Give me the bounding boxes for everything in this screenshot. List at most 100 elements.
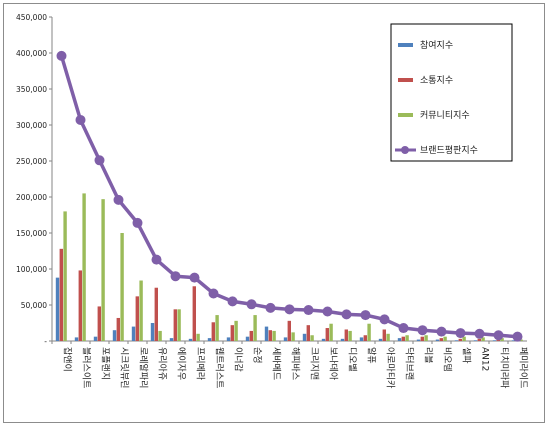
- bar-2: [173, 309, 177, 341]
- bar-1: [511, 340, 516, 341]
- y-tick-label: 200,000: [16, 193, 47, 202]
- bar-2: [458, 338, 462, 341]
- bar-2: [268, 330, 272, 341]
- bar-2: [59, 248, 63, 341]
- bar-1: [321, 338, 326, 341]
- legend-marker: [401, 146, 409, 154]
- line-marker: [151, 254, 162, 265]
- line-marker: [170, 271, 181, 282]
- bar-3: [367, 323, 371, 341]
- bar-2: [135, 296, 139, 341]
- bar-3: [177, 309, 181, 341]
- bar-3: [500, 338, 504, 341]
- y-tick-label: 100,000: [16, 265, 47, 274]
- bar-1: [416, 339, 421, 341]
- x-tick-label: 포플랜지: [100, 347, 111, 380]
- line-marker: [417, 325, 428, 336]
- bar-1: [169, 338, 174, 341]
- bar-3: [234, 320, 238, 341]
- bar-1: [207, 338, 212, 341]
- line-marker: [265, 302, 276, 313]
- line-marker: [284, 304, 295, 315]
- line-marker: [113, 194, 124, 205]
- line-marker: [227, 296, 238, 307]
- bar-1: [188, 338, 193, 341]
- x-tick-label: 에이자우: [176, 347, 187, 380]
- y-tick-label: 300,000: [16, 121, 47, 130]
- bar-1: [435, 339, 440, 341]
- line-marker: [455, 328, 466, 339]
- bar-1: [397, 338, 402, 341]
- bar-3: [215, 315, 219, 341]
- x-tick-label: 리블: [423, 347, 434, 364]
- bar-3: [253, 315, 257, 341]
- x-tick-label: 잡앤이: [62, 347, 74, 372]
- bar-3: [386, 333, 390, 341]
- bar-3: [120, 233, 124, 341]
- bar-1: [150, 323, 155, 341]
- bar-3: [82, 193, 86, 341]
- x-tick-label: 디오벨: [347, 347, 358, 372]
- bar-2: [230, 325, 234, 341]
- x-tick-label: AN12: [480, 347, 490, 371]
- bar-1: [302, 333, 307, 341]
- bar-1: [131, 326, 136, 341]
- bar-1: [93, 336, 98, 341]
- x-tick-label: 티치미라파: [499, 347, 511, 389]
- bar-2: [192, 286, 196, 341]
- bar-2: [363, 335, 367, 341]
- bar-1: [55, 277, 60, 341]
- bar-2: [249, 330, 253, 341]
- legend-label: 참여지수: [420, 39, 453, 51]
- bar-2: [439, 338, 443, 341]
- bar-3: [272, 330, 276, 341]
- legend-label: 소통지수: [420, 75, 453, 86]
- bar-3: [310, 335, 314, 341]
- bar-1: [112, 330, 117, 341]
- x-tick-label: 로레알파리: [138, 347, 149, 388]
- bar-3: [139, 280, 143, 341]
- bar-2: [382, 329, 386, 341]
- y-tick-label: 50,000: [21, 301, 47, 310]
- bar-1: [454, 340, 459, 341]
- bar-1: [378, 338, 383, 341]
- line-marker: [246, 299, 257, 310]
- bar-1: [74, 337, 79, 341]
- bar-1: [340, 338, 345, 341]
- bar-3: [348, 330, 352, 341]
- line-marker: [474, 328, 485, 339]
- x-tick-label: 닥터브랜: [404, 347, 415, 380]
- x-tick-label: 비오템: [442, 347, 454, 372]
- line-marker: [189, 272, 200, 283]
- bar-2: [420, 336, 424, 341]
- bar-2: [401, 336, 405, 341]
- legend-swatch: [398, 43, 413, 47]
- x-tick-label: 크리지맨: [309, 347, 320, 380]
- line-marker: [132, 217, 143, 228]
- x-tick-label: 페미라이드: [518, 347, 529, 388]
- bar-3: [291, 332, 295, 341]
- x-tick-label: 해피바스: [290, 347, 301, 380]
- x-tick-label: 세바메드: [271, 347, 282, 380]
- line-marker: [360, 310, 371, 321]
- bar-2: [154, 287, 158, 341]
- x-tick-label: 시크릿뷰린: [119, 347, 131, 388]
- x-tick-label: 보나데아: [328, 347, 339, 381]
- x-tick-label: 웹트러스트: [214, 347, 225, 388]
- bar-1: [264, 326, 269, 341]
- brand-reputation-chart: - 50,000 100,000 150,000 200,000 250,000 300,0…: [16, 13, 529, 389]
- legend-label: 브랜드평판지수: [420, 145, 478, 156]
- x-tick-label: 셀파: [461, 347, 472, 364]
- bar-1: [283, 337, 288, 341]
- x-tick-label: 아로마티카: [385, 347, 396, 388]
- line-marker: [341, 309, 352, 320]
- bar-2: [78, 270, 82, 341]
- y-tick-label: -: [44, 337, 47, 346]
- x-tick-label: 이너감: [233, 347, 245, 372]
- bar-2: [325, 328, 329, 341]
- bar-3: [196, 333, 200, 341]
- legend-swatch: [398, 78, 413, 82]
- bar-3: [424, 335, 428, 341]
- bar-3: [462, 336, 466, 341]
- bar-3: [519, 339, 523, 341]
